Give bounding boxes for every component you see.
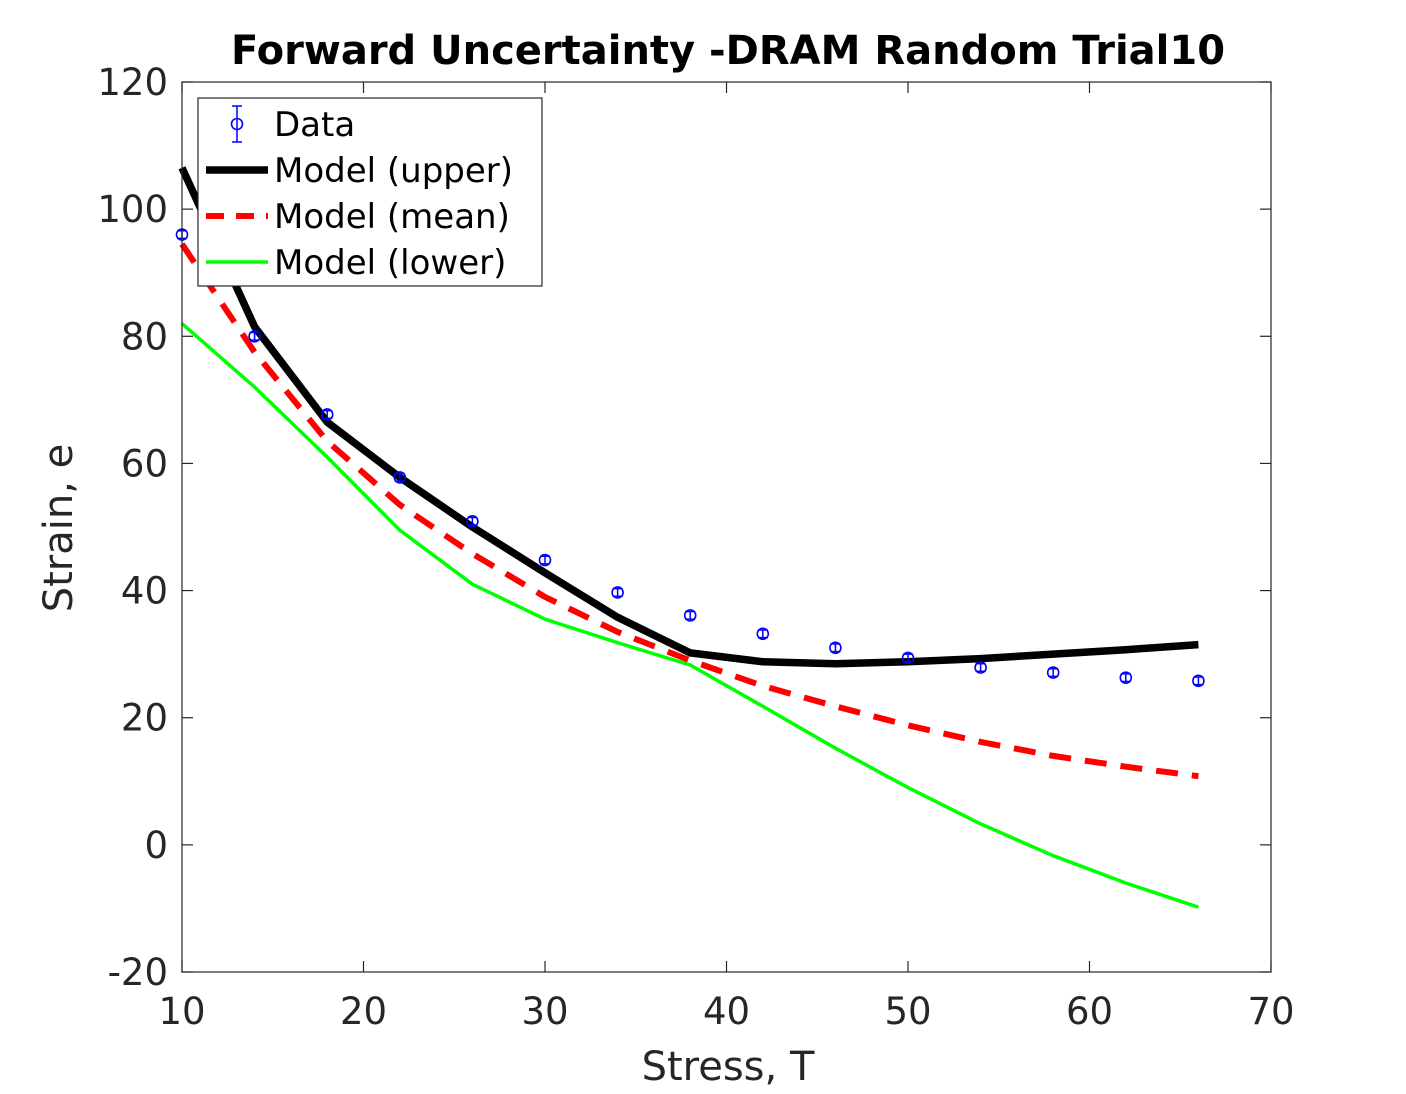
data-point (829, 641, 842, 655)
series-line-model-lower (180, 322, 1199, 909)
x-ticks-group: 10 20 30 40 50 60 70 (158, 82, 1295, 1033)
x-tick-label: 50 (884, 990, 931, 1033)
x-tick-label: 70 (1247, 990, 1294, 1033)
data-point (1192, 674, 1205, 688)
legend-entry: Model (upper) (206, 151, 513, 191)
x-tick-label: 10 (158, 990, 205, 1033)
data-marker-circle (538, 553, 552, 567)
data-point (756, 627, 770, 641)
data-point (320, 408, 334, 421)
data-point (248, 329, 261, 343)
y-tick-label: 60 (121, 442, 168, 485)
legend-swatch-marker (230, 117, 244, 131)
y-tick-label: 80 (121, 315, 168, 358)
y-ticks-group: -20 0 20 40 60 80 100 120 (97, 61, 1271, 994)
data-point (1119, 671, 1133, 684)
series-group (175, 166, 1205, 909)
legend-box (197, 97, 543, 287)
data-marker-circle (1192, 674, 1205, 688)
data-point (1046, 666, 1060, 679)
data-marker-circle (974, 661, 987, 674)
x-tick-label: 30 (521, 990, 568, 1033)
data-point (466, 514, 479, 528)
y-tick-label: 0 (144, 824, 168, 867)
data-marker-circle (901, 651, 915, 665)
x-tick-label: 40 (703, 990, 750, 1033)
legend-label: Model (lower) (274, 243, 506, 283)
legend-label: Data (274, 105, 355, 145)
y-axis-label: Strain, e (36, 444, 82, 613)
data-marker-circle (1119, 671, 1133, 684)
data-marker-circle (320, 408, 334, 421)
data-point (901, 651, 915, 665)
data-point (611, 586, 624, 599)
data-point (683, 609, 697, 622)
data-marker-circle (248, 329, 261, 343)
legend-entry: Model (mean) (206, 197, 510, 237)
legend-entry: Data (230, 105, 355, 145)
data-point (393, 471, 407, 484)
chart-title: Forward Uncertainty -DRAM Random Trial10 (231, 28, 1225, 74)
series-line-model-upper (178, 166, 1199, 668)
legend-entry: Model (lower) (206, 243, 506, 283)
data-marker-circle (829, 641, 842, 655)
data-point (974, 661, 987, 674)
x-tick-label: 20 (340, 990, 387, 1033)
y-tick-label: 40 (121, 570, 168, 613)
data-marker-circle (1046, 666, 1060, 679)
data-marker-circle (756, 627, 770, 641)
legend-label: Model (upper) (274, 151, 513, 191)
legend-label: Model (mean) (274, 197, 510, 237)
x-axis-label: Stress, T (642, 1044, 815, 1090)
legend: Data Model (upper) Model (mean) Model (lowe… (197, 97, 543, 287)
y-tick-label: 120 (97, 61, 168, 104)
x-tick-label: 60 (1066, 990, 1113, 1033)
data-marker-circle (466, 514, 479, 528)
y-tick-label: 100 (97, 188, 168, 231)
y-tick-label: 20 (121, 697, 168, 740)
y-tick-label: -20 (108, 951, 168, 994)
data-marker-circle (611, 586, 624, 599)
series-line-model-mean (179, 242, 1199, 780)
data-marker-circle (683, 609, 697, 622)
data-point (538, 553, 552, 567)
data-marker-circle (393, 471, 407, 484)
